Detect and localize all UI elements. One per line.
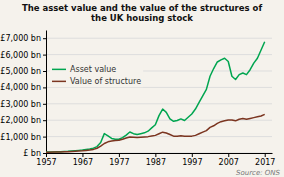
- x-tick-label: 1967: [73, 158, 93, 167]
- y-tick-mark: [43, 104, 46, 105]
- x-tick: 2017: [255, 153, 275, 167]
- x-tick: 1977: [109, 153, 129, 167]
- legend: Asset value Value of structure: [50, 64, 143, 87]
- y-axis-line: [46, 31, 47, 154]
- y-tick-label: £4,000 bn: [0, 83, 41, 92]
- grid-line: [46, 136, 272, 137]
- y-tick-label: £6,000 bn: [0, 51, 41, 60]
- x-tick-mark: [155, 153, 156, 157]
- y-tick-label: £3,000 bn: [0, 100, 41, 109]
- grid-line: [46, 38, 272, 39]
- y-tick: £5,000 bn: [0, 67, 46, 76]
- y-tick: £6,000 bn: [0, 51, 46, 60]
- x-tick-mark: [119, 153, 120, 157]
- chart: 1957 1967 1977 1987 1997 2007 2017 £ bn £1,000 b…: [0, 0, 284, 177]
- legend-swatch: [52, 69, 66, 71]
- annotation: Source: ONS: [236, 169, 281, 177]
- x-tick-mark: [265, 153, 266, 157]
- y-tick-mark: [43, 55, 46, 56]
- y-tick-label: £5,000 bn: [0, 67, 41, 76]
- grid-line: [46, 153, 272, 154]
- y-tick: £7,000 bn: [0, 34, 46, 43]
- legend-background: [50, 64, 143, 87]
- y-tick: £3,000 bn: [0, 100, 46, 109]
- legend-label: Asset value: [70, 65, 116, 74]
- lines: [46, 42, 265, 152]
- title: The asset value and the value of the str…: [22, 3, 262, 23]
- legend-item: Asset value: [52, 65, 116, 74]
- grid-line: [46, 54, 272, 55]
- x-tick-label: 2007: [219, 158, 239, 167]
- x-tick: 1967: [73, 153, 93, 167]
- grid: [46, 38, 272, 153]
- plot-area: 1957 1967 1977 1987 1997 2007 2017 £ bn £1,000 b…: [0, 31, 275, 167]
- y-tick-label: £7,000 bn: [0, 34, 41, 43]
- legend-item: Value of structure: [52, 77, 141, 86]
- y-tick-mark: [43, 87, 46, 88]
- legend-swatch: [52, 81, 66, 83]
- y-tick-mark: [43, 71, 46, 72]
- y-tick-label: £ bn: [23, 149, 41, 158]
- series-line: [46, 114, 265, 152]
- y-tick-label: £2,000 bn: [0, 116, 41, 125]
- y-tick: £ bn: [23, 149, 46, 158]
- y-tick: £2,000 bn: [0, 116, 46, 125]
- legend-label: Value of structure: [70, 77, 141, 86]
- series-line: [46, 42, 265, 152]
- x-tick-mark: [192, 153, 193, 157]
- y-tick-label: £1,000 bn: [0, 133, 41, 142]
- x-tick-label: 1987: [146, 158, 166, 167]
- y-tick-mark: [43, 137, 46, 138]
- x-axis: 1957 1967 1977 1987 1997 2007 2017: [36, 153, 275, 167]
- grid-line: [46, 103, 272, 104]
- y-tick-mark: [43, 120, 46, 121]
- y-tick: £4,000 bn: [0, 83, 46, 92]
- x-tick-label: 1997: [182, 158, 202, 167]
- y-tick-mark: [43, 153, 46, 154]
- x-tick-label: 2017: [255, 158, 275, 167]
- x-axis-line: [47, 153, 273, 154]
- x-tick: 1997: [182, 153, 202, 167]
- x-tick-mark: [228, 153, 229, 157]
- x-tick: 1987: [146, 153, 166, 167]
- y-axis: £ bn £1,000 bn £2,000 bn £3,000 bn £4,000 bn…: [0, 31, 46, 159]
- x-tick-mark: [46, 153, 47, 157]
- y-tick: £1,000 bn: [0, 133, 46, 142]
- x-tick-label: 1977: [109, 158, 129, 167]
- y-tick-mark: [43, 38, 46, 39]
- x-tick: 2007: [219, 153, 239, 167]
- x-tick-label: 1957: [36, 158, 56, 167]
- x-tick-mark: [82, 153, 83, 157]
